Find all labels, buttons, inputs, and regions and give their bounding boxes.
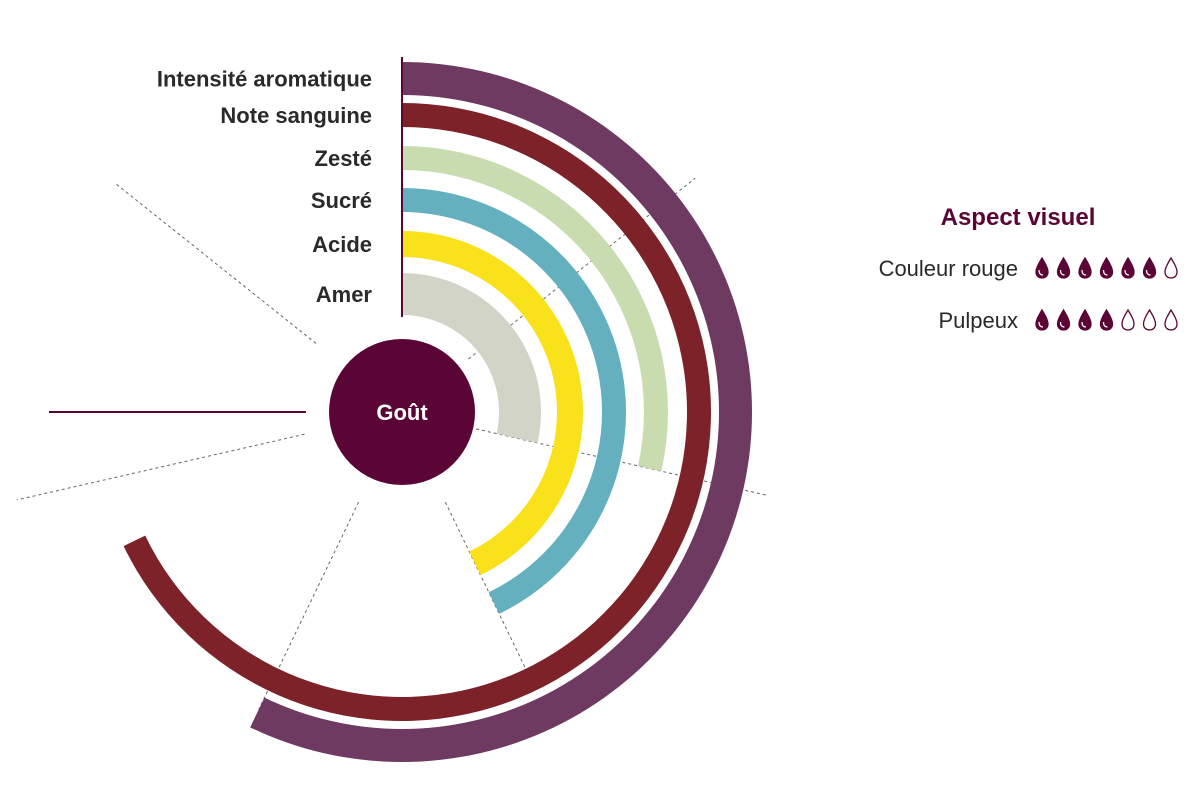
drop-icon — [1099, 256, 1114, 279]
drop-icon — [1035, 308, 1049, 331]
drop-icon — [1142, 308, 1157, 331]
center-label: Goût — [376, 400, 428, 425]
sector-divider-line — [258, 501, 360, 710]
aspect-visuel-title: Aspect visuel — [941, 204, 1096, 231]
aspect-label-couleur-rouge: Couleur rouge — [879, 256, 1018, 281]
drop-icon — [1142, 256, 1157, 279]
drop-icon — [1056, 256, 1071, 279]
sector-divider-line — [116, 184, 317, 344]
aspect-visuel-rows: Couleur rouge Pulpeux — [879, 256, 1178, 333]
aspect-label-pulpeux: Pulpeux — [938, 308, 1018, 333]
drop-icon — [1121, 256, 1135, 279]
drop-icon — [1164, 308, 1178, 331]
drop-icon — [1121, 308, 1135, 331]
drop-icon — [1078, 308, 1092, 331]
label-sucre: Sucré — [311, 188, 372, 213]
sector-divider-line — [16, 433, 305, 501]
label-acide: Acide — [312, 232, 372, 257]
drop-icon — [1035, 256, 1049, 279]
rings-group — [123, 62, 752, 763]
series-labels: Intensité aromatique Note sanguine Zesté Su… — [157, 67, 373, 308]
ring-sucre — [402, 188, 627, 614]
label-amer: Amer — [316, 282, 373, 307]
ring-amer — [402, 273, 541, 443]
drop-icon — [1078, 256, 1092, 279]
center-circle — [329, 339, 475, 485]
label-intensite-aromatique: Intensité aromatique — [157, 67, 372, 92]
label-note-sanguine: Note sanguine — [220, 103, 372, 128]
drop-icon — [1056, 308, 1071, 331]
ring-acide — [402, 231, 584, 576]
drop-icon — [1099, 308, 1114, 331]
label-zeste: Zesté — [315, 146, 372, 171]
aspect-visuel-panel: Aspect visuel Couleur rouge Pulpeux — [879, 204, 1178, 333]
drop-icon — [1164, 256, 1178, 279]
